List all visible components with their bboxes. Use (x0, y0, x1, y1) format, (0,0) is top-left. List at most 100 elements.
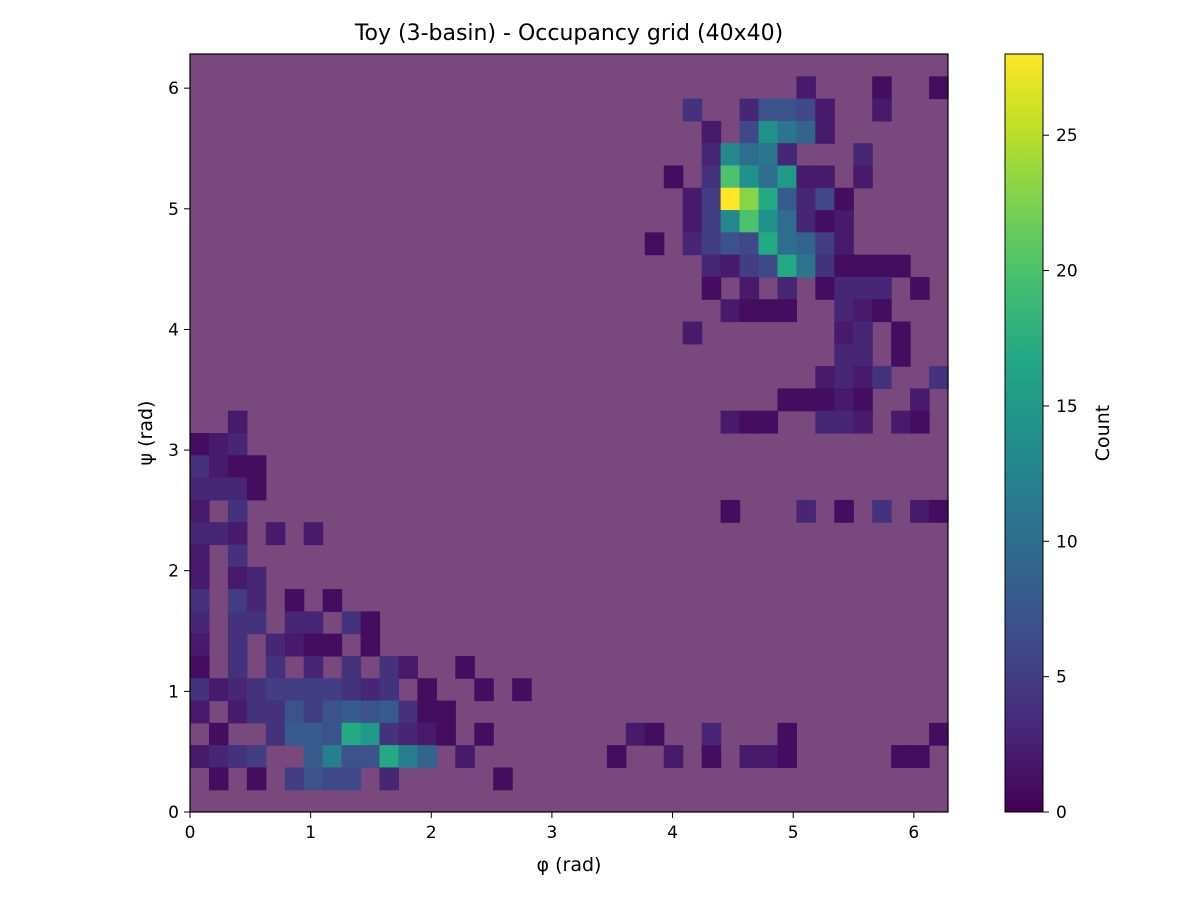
heatmap-cell (190, 566, 210, 590)
heatmap-cell (341, 767, 362, 791)
heatmap-cell (796, 187, 816, 211)
y-tick-label: 4 (168, 320, 179, 340)
heatmap-cell (682, 210, 703, 233)
heatmap-cell (190, 678, 210, 702)
heatmap-cell (739, 745, 760, 769)
heatmap-cell (834, 232, 854, 256)
heatmap-cell (872, 276, 892, 300)
heatmap-cell (853, 343, 873, 367)
heatmap-cell (341, 722, 362, 746)
heatmap-cell (815, 366, 835, 390)
heatmap-cell (758, 410, 779, 434)
heatmap-cell (265, 633, 286, 657)
heatmap-cell (929, 76, 949, 100)
heatmap-cell (322, 633, 343, 657)
heatmap-cell (720, 165, 741, 189)
heatmap-cell (322, 722, 343, 746)
heatmap-cell (739, 299, 760, 323)
heatmap-cell (910, 499, 930, 523)
heatmap-cell (644, 232, 665, 256)
heatmap-cell (190, 544, 210, 568)
colorbar-tick-label: 25 (1056, 126, 1078, 146)
heatmap-cell (891, 745, 911, 769)
heatmap-cell (834, 254, 854, 278)
heatmap-cell (796, 254, 816, 278)
heatmap-cell (379, 700, 400, 724)
heatmap-cell (834, 187, 854, 211)
heatmap-cell (739, 120, 760, 144)
heatmap-cell (436, 700, 456, 724)
heatmap-cell (853, 410, 873, 434)
heatmap-cell (815, 232, 835, 256)
heatmap-cell (929, 366, 949, 390)
heatmap-cell (436, 722, 456, 746)
heatmap-cell (701, 254, 722, 278)
heatmap-cell (777, 745, 797, 769)
heatmap-cell (284, 678, 305, 702)
heatmap-cell (682, 98, 703, 122)
heatmap-cell (208, 722, 229, 746)
heatmap-cell (891, 321, 911, 345)
heatmap-cell (701, 143, 722, 167)
heatmap-cell (246, 700, 267, 724)
heatmap-cell (853, 366, 873, 390)
heatmap-cell (682, 232, 703, 256)
heatmap-cell (777, 388, 797, 412)
heatmap-cell (417, 700, 437, 724)
heatmap-cell (303, 633, 324, 657)
heatmap-cell (246, 611, 267, 635)
heatmap-cell (190, 700, 210, 724)
heatmap-cell (417, 678, 437, 702)
heatmap-cell (910, 410, 930, 434)
heatmap-cell (720, 299, 741, 323)
x-tick-label: 6 (908, 823, 919, 843)
heatmap-cell (815, 254, 835, 278)
heatmap-cell (834, 343, 854, 367)
colorbar-tick-label: 20 (1056, 262, 1078, 282)
heatmap-cell (455, 745, 475, 769)
heatmap-cell (417, 745, 437, 769)
heatmap-cell (398, 700, 418, 724)
colorbar-tick-label: 15 (1056, 397, 1078, 417)
heatmap-cell (872, 98, 892, 122)
heatmap-cell (246, 566, 267, 590)
heatmap-cell (853, 165, 873, 189)
colorbar: 0 5 10 15 20 25 Count (1004, 53, 1114, 823)
heatmap-cell (360, 700, 381, 724)
heatmap-cell (777, 165, 797, 189)
heatmap-cell (379, 767, 400, 791)
chart-title: Toy (3-basin) - Occupancy grid (40x40) (354, 21, 783, 46)
heatmap-cell (929, 722, 949, 746)
heatmap-cell (872, 254, 892, 278)
heatmap-cell (815, 388, 835, 412)
heatmap-cell (227, 745, 248, 769)
colorbar-gradient (1004, 53, 1044, 813)
heatmap-cell (796, 232, 816, 256)
y-tick-label: 0 (168, 803, 179, 823)
heatmap-cell (227, 544, 248, 568)
heatmap-cell (341, 655, 362, 679)
heatmap-cell (910, 388, 930, 412)
heatmap-cell (190, 477, 210, 501)
heatmap-cell (284, 633, 305, 657)
x-tick-label: 5 (788, 823, 799, 843)
heatmap-cell (322, 589, 343, 612)
x-tick-label: 1 (305, 823, 316, 843)
heatmap-cell (303, 700, 324, 724)
heatmap-cell (265, 700, 286, 724)
heatmap-cell (815, 276, 835, 300)
heatmap-cell (227, 678, 248, 702)
heatmap-cell (303, 655, 324, 679)
heatmap-cell (701, 276, 722, 300)
x-tick-label: 4 (667, 823, 678, 843)
heatmap-cell (227, 499, 248, 523)
heatmap-cell (606, 745, 627, 769)
heatmap-cell (739, 210, 760, 233)
heatmap-cell (701, 722, 722, 746)
heatmap-cell (853, 276, 873, 300)
heatmap-cell (701, 187, 722, 211)
heatmap-cell (796, 98, 816, 122)
heatmap-cell (379, 678, 400, 702)
x-tick-label: 3 (547, 823, 558, 843)
